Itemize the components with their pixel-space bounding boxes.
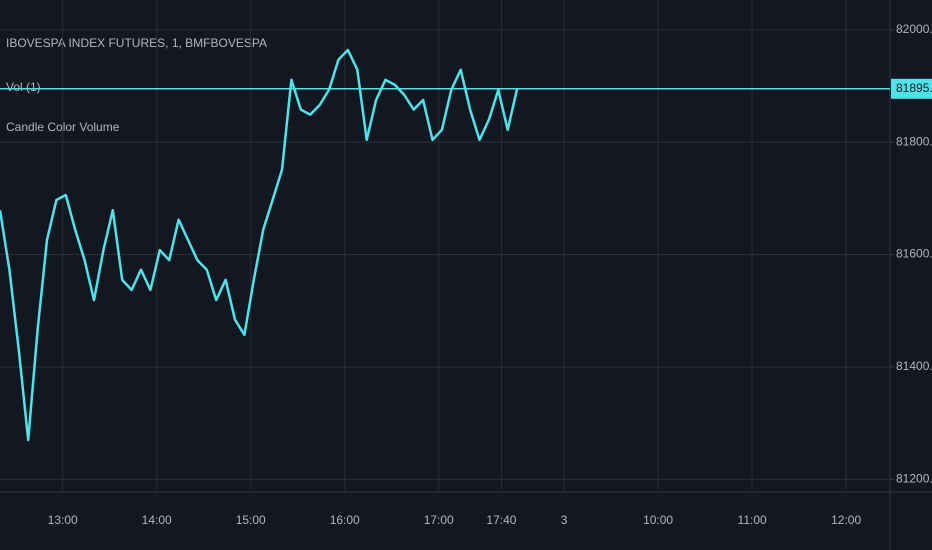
price-line bbox=[0, 48, 519, 442]
y-tick-label: 81800.0 bbox=[896, 134, 932, 148]
indicator-label: Vol (1) bbox=[6, 80, 41, 94]
x-tick-label: 12:00 bbox=[831, 513, 861, 527]
x-tick-label: 3 bbox=[561, 513, 568, 527]
x-tick-label: 13:00 bbox=[48, 513, 78, 527]
x-tick-label: 10:00 bbox=[643, 513, 673, 527]
y-tick-label: 81400.0 bbox=[896, 359, 932, 373]
x-tick-label: 17:40 bbox=[486, 513, 516, 527]
chart-title: IBOVESPA INDEX FUTURES, 1, BMFBOVESPA bbox=[6, 36, 267, 50]
x-tick-label: 17:00 bbox=[424, 513, 454, 527]
y-tick-label: 82000.0 bbox=[896, 22, 932, 36]
last-price-box bbox=[891, 78, 932, 99]
x-tick-label: 14:00 bbox=[142, 513, 172, 527]
last-price-label: 81895.0 bbox=[896, 81, 932, 95]
y-tick-label: 81600.0 bbox=[896, 247, 932, 261]
x-tick-label: 11:00 bbox=[738, 513, 767, 527]
x-tick-label: 16:00 bbox=[330, 513, 360, 527]
y-tick-label: 81200.0 bbox=[896, 471, 932, 485]
x-tick-label: 15:00 bbox=[236, 513, 266, 527]
